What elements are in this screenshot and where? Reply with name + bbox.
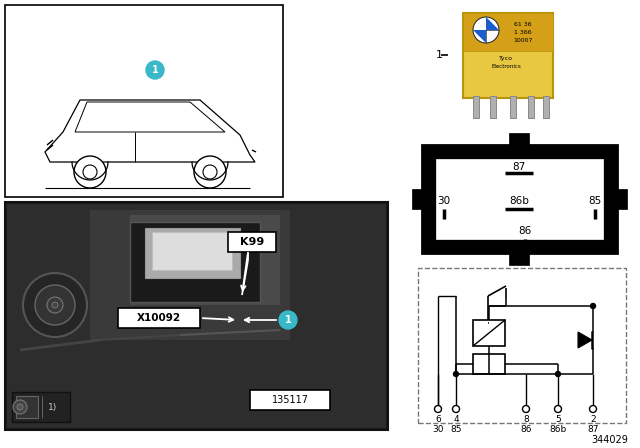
- Text: 2: 2: [590, 414, 596, 423]
- Circle shape: [52, 302, 58, 308]
- Bar: [543, 96, 549, 118]
- Bar: [473, 96, 479, 118]
- Text: 8: 8: [523, 414, 529, 423]
- Bar: [490, 96, 496, 118]
- Circle shape: [452, 405, 460, 413]
- Text: 4: 4: [453, 414, 459, 423]
- Text: 85: 85: [451, 425, 461, 434]
- Bar: [463, 13, 553, 98]
- Text: Tyco: Tyco: [499, 56, 513, 60]
- Circle shape: [13, 400, 27, 414]
- Bar: [473, 320, 505, 346]
- Text: 30: 30: [432, 425, 444, 434]
- Text: K99: K99: [240, 237, 264, 247]
- Bar: [250, 390, 330, 410]
- Circle shape: [279, 311, 297, 329]
- Text: 87: 87: [588, 425, 599, 434]
- Bar: [90, 210, 290, 340]
- Circle shape: [83, 165, 97, 179]
- Text: 5: 5: [555, 414, 561, 423]
- Circle shape: [554, 405, 561, 413]
- Text: 1 366: 1 366: [514, 30, 532, 34]
- Polygon shape: [45, 100, 255, 162]
- Bar: [422, 145, 617, 253]
- Polygon shape: [473, 30, 486, 43]
- Bar: [509, 133, 529, 147]
- Bar: [473, 354, 505, 374]
- Bar: [528, 96, 534, 118]
- Bar: [12, 392, 70, 422]
- Polygon shape: [578, 332, 592, 348]
- Bar: [16, 396, 38, 418]
- Text: 1): 1): [49, 402, 58, 412]
- Bar: [5, 5, 283, 197]
- Text: X10092: X10092: [137, 313, 181, 323]
- Text: 1: 1: [436, 50, 443, 60]
- Text: 344029: 344029: [591, 435, 628, 445]
- Bar: [510, 96, 516, 118]
- Text: 86b: 86b: [509, 196, 529, 206]
- Circle shape: [473, 17, 499, 43]
- Circle shape: [522, 405, 529, 413]
- Circle shape: [556, 371, 561, 376]
- Circle shape: [47, 297, 63, 313]
- Text: 10007: 10007: [513, 38, 532, 43]
- Bar: [118, 308, 200, 328]
- Text: 85: 85: [588, 196, 602, 206]
- Circle shape: [146, 61, 164, 79]
- Text: 30: 30: [437, 196, 451, 206]
- Text: 6: 6: [435, 414, 441, 423]
- Text: 61 36: 61 36: [514, 22, 532, 26]
- Circle shape: [454, 371, 458, 376]
- Polygon shape: [75, 102, 225, 132]
- Circle shape: [203, 165, 217, 179]
- Circle shape: [35, 285, 75, 325]
- Bar: [130, 215, 280, 305]
- Bar: [228, 232, 276, 252]
- Text: 87: 87: [513, 162, 525, 172]
- Circle shape: [74, 156, 106, 188]
- Text: 1: 1: [152, 65, 158, 75]
- Bar: [463, 13, 553, 51]
- Bar: [418, 268, 626, 423]
- Bar: [509, 251, 529, 265]
- Polygon shape: [486, 17, 499, 30]
- Circle shape: [17, 404, 23, 410]
- Circle shape: [194, 156, 226, 188]
- Text: Electronics: Electronics: [491, 64, 521, 69]
- Bar: [130, 222, 260, 302]
- Bar: [412, 189, 424, 209]
- Text: 86: 86: [518, 226, 532, 236]
- Bar: [152, 232, 232, 270]
- Circle shape: [589, 405, 596, 413]
- Bar: [436, 159, 603, 239]
- Text: 135117: 135117: [271, 395, 308, 405]
- Bar: [615, 189, 627, 209]
- Text: 1: 1: [285, 315, 291, 325]
- Text: 86: 86: [520, 425, 532, 434]
- Circle shape: [23, 273, 87, 337]
- Bar: [7, 204, 386, 428]
- Text: 86b: 86b: [549, 425, 566, 434]
- Circle shape: [591, 303, 595, 309]
- Bar: [145, 228, 240, 278]
- Circle shape: [435, 405, 442, 413]
- Bar: [5, 202, 388, 430]
